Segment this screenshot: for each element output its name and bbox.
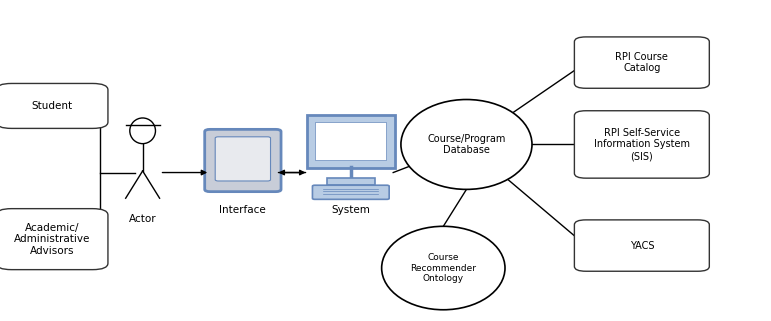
Text: System: System <box>332 205 370 215</box>
Ellipse shape <box>401 100 532 189</box>
FancyBboxPatch shape <box>0 83 108 128</box>
FancyBboxPatch shape <box>205 129 281 192</box>
Ellipse shape <box>130 118 156 144</box>
Ellipse shape <box>382 226 505 310</box>
Text: Interface: Interface <box>220 205 266 215</box>
FancyBboxPatch shape <box>574 111 709 178</box>
Text: RPI Self-Service
Information System
(SIS): RPI Self-Service Information System (SIS… <box>594 128 690 161</box>
FancyBboxPatch shape <box>327 178 375 185</box>
FancyBboxPatch shape <box>574 220 709 271</box>
Text: Actor: Actor <box>129 214 157 224</box>
Text: Course
Recommender
Ontology: Course Recommender Ontology <box>410 253 476 283</box>
FancyBboxPatch shape <box>215 137 271 181</box>
FancyBboxPatch shape <box>307 115 395 168</box>
FancyBboxPatch shape <box>315 122 386 160</box>
FancyBboxPatch shape <box>574 37 709 88</box>
Text: Student: Student <box>32 101 72 111</box>
Text: Academic/
Administrative
Advisors: Academic/ Administrative Advisors <box>14 222 90 256</box>
FancyBboxPatch shape <box>312 185 389 199</box>
FancyBboxPatch shape <box>0 209 108 270</box>
Text: Course/Program
Database: Course/Program Database <box>427 134 506 155</box>
Text: RPI Course
Catalog: RPI Course Catalog <box>615 52 668 74</box>
Text: YACS: YACS <box>630 240 654 251</box>
